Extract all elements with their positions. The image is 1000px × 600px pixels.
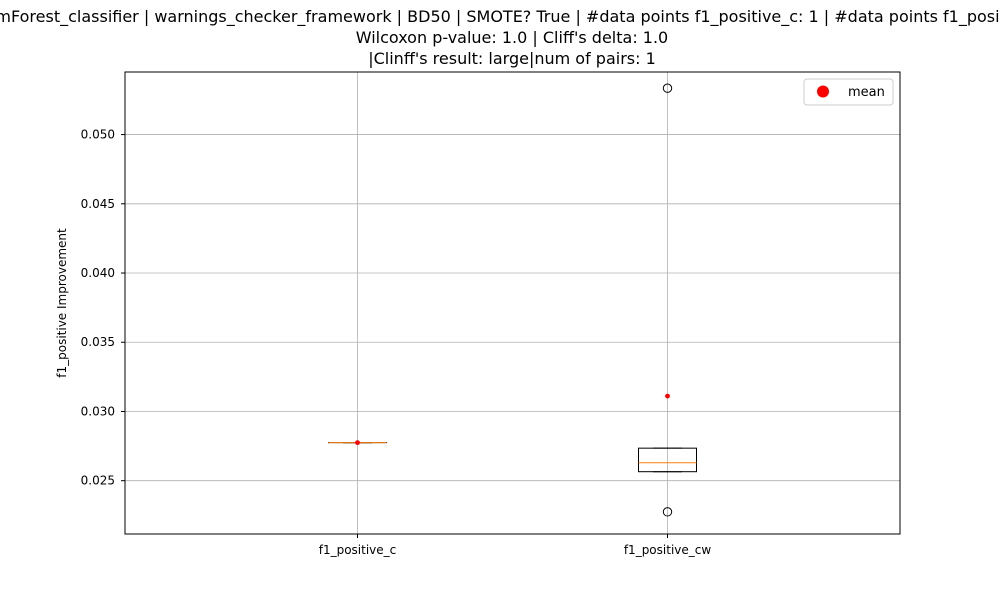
chart-title-line-2: Wilcoxon p-value: 1.0 | Cliff's delta: 1… [356, 28, 668, 47]
grid [125, 72, 900, 534]
x-tick-label: f1_positive_cw [624, 543, 712, 557]
ticks: 0.025 0.030 0.035 0.040 0.045 0.050 f1_positiv… [81, 128, 712, 557]
outlier-point [662, 83, 673, 93]
y-tick-label: 0.040 [81, 266, 115, 280]
chart-title-line-1: RandomForest_classifier | warnings_check… [0, 7, 1000, 27]
y-tick-label: 0.035 [81, 335, 115, 349]
legend-frame [803, 78, 894, 106]
y-tick-label: 0.030 [81, 404, 115, 418]
x-tick-label: f1_positive_c [319, 543, 397, 557]
y-tick-label: 0.025 [81, 474, 115, 488]
plot-frame [124, 71, 901, 535]
y-tick-label: 0.045 [81, 197, 115, 211]
legend-mean-label: mean [848, 85, 885, 100]
box-iqr [638, 447, 697, 473]
y-tick-label: 0.050 [81, 128, 115, 142]
legend-mean-marker [817, 85, 829, 98]
mean-marker [355, 440, 360, 446]
outlier-point [662, 507, 673, 517]
mean-marker [665, 393, 670, 399]
y-axis-label: f1_positive Improvement [55, 228, 69, 378]
boxes [328, 83, 697, 517]
chart-title-line-3: |Clinff's result: large|num of pairs: 1 [368, 49, 656, 68]
legend: mean [803, 78, 894, 106]
